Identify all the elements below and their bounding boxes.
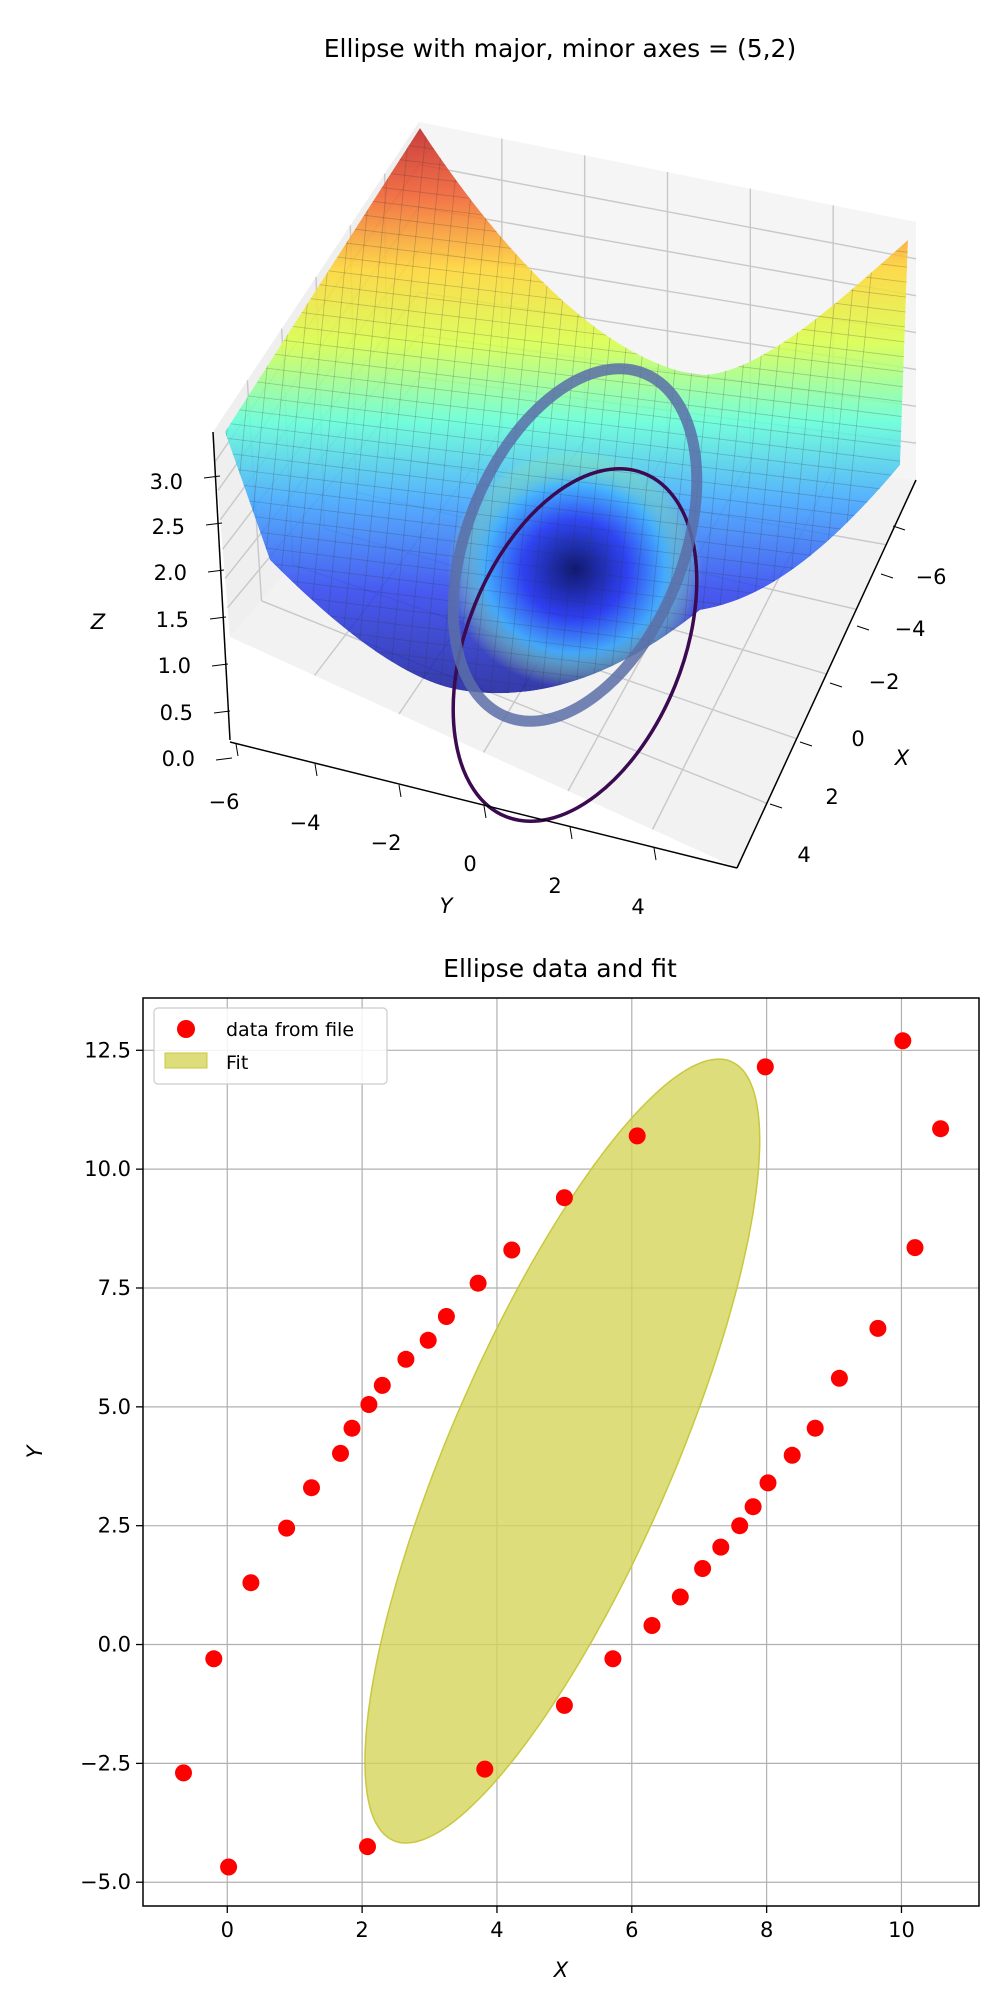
y-axis-label-3d: Y <box>440 894 455 918</box>
z-axis-label: Z <box>90 610 106 634</box>
y-tick-label: −2.5 <box>80 1751 131 1775</box>
data-point <box>744 1498 762 1516</box>
data-point <box>731 1517 749 1535</box>
y-axis-line <box>229 741 738 869</box>
x-tick-label-3d: 0 <box>851 727 864 751</box>
y-tick-label: −5.0 <box>80 1870 131 1894</box>
data-point <box>373 1376 391 1394</box>
data-point <box>242 1574 260 1592</box>
y-tick-label-3d: 4 <box>631 895 644 919</box>
data-point <box>360 1396 378 1413</box>
z-axis-line <box>212 431 231 741</box>
data-point <box>359 1838 376 1856</box>
data-point <box>220 1858 238 1876</box>
legend-marker-data <box>177 1020 195 1038</box>
z-ticks: 0.0 0.5 1.0 1.5 2.0 2.5 3.0 <box>150 470 233 771</box>
data-point <box>671 1588 689 1606</box>
x-tick-label: 8 <box>760 1918 773 1942</box>
x-tick-label-3d: −6 <box>916 565 947 589</box>
data-point <box>604 1650 622 1668</box>
x-tick-label: 0 <box>221 1918 234 1942</box>
x-tick-label-3d: 2 <box>825 785 838 809</box>
data-point <box>555 1189 573 1207</box>
x-tick-label: 6 <box>625 1918 638 1942</box>
x-tick-label-3d: −2 <box>869 670 900 694</box>
scatter-y-label: Y <box>23 1443 47 1458</box>
data-point <box>303 1479 320 1497</box>
data-point <box>437 1308 455 1325</box>
data-point <box>343 1419 361 1437</box>
x-tick-label: 2 <box>355 1918 368 1942</box>
surface-title: Ellipse with major, minor axes = (5,2) <box>324 34 796 63</box>
legend: data from file Fit <box>153 1007 388 1085</box>
data-point <box>932 1120 950 1138</box>
scatter-x-label: X <box>553 1958 569 1982</box>
y-ticks-3d: −6 −4 −2 0 2 4 <box>209 743 657 919</box>
data-point <box>476 1760 494 1778</box>
y-tick-label: 7.5 <box>98 1276 131 1300</box>
scatter-axes-frame <box>142 997 980 1907</box>
data-point <box>643 1617 661 1634</box>
data-point <box>469 1274 487 1292</box>
y-tick-label: 5.0 <box>98 1395 131 1419</box>
y-tick-label: 12.5 <box>84 1038 131 1062</box>
data-point <box>756 1058 774 1076</box>
data-point <box>906 1239 924 1257</box>
data-point <box>503 1241 521 1259</box>
data-point <box>869 1319 887 1337</box>
data-point <box>205 1650 223 1668</box>
data-point <box>806 1419 824 1437</box>
data-point <box>555 1696 573 1714</box>
legend-box <box>153 1007 388 1085</box>
legend-label-fit: Fit <box>226 1052 248 1074</box>
surface-plot: Ellipse with major, minor axes = (5,2) <box>90 34 947 919</box>
x-tick-label: 4 <box>490 1918 503 1942</box>
x-tick-label: 10 <box>888 1918 915 1942</box>
x-tick-label-3d: 4 <box>797 843 810 867</box>
data-point <box>830 1369 848 1387</box>
x-axis-label-3d: X <box>894 746 910 770</box>
z-tick-label: 1.5 <box>156 608 189 632</box>
scatter-ticks: 0 2 4 6 8 10 −5.0 −2.5 0.0 2.5 5.0 7.5 10.0 12.5 <box>80 1038 915 1942</box>
fit-layer <box>364 1058 761 1844</box>
data-point <box>628 1127 646 1145</box>
y-tick-label: 0.0 <box>98 1633 131 1657</box>
x-axis-line <box>736 479 917 869</box>
z-tick-label: 0.5 <box>160 701 193 725</box>
floor-ellipse-contour <box>451 467 699 823</box>
y-tick-label: 2.5 <box>98 1514 131 1538</box>
y-tick-label-3d: 0 <box>463 852 476 876</box>
data-point <box>694 1560 712 1577</box>
data-points <box>175 1032 950 1876</box>
data-point <box>759 1474 777 1492</box>
y-tick-label-3d: −2 <box>371 831 402 855</box>
scatter-plot: Ellipse data and fit 0 2 4 6 8 10 −5.0 −2.5 0.0 2… <box>23 954 980 1982</box>
legend-patch-fit <box>164 1052 208 1069</box>
data-point <box>712 1538 730 1556</box>
fit-ellipse <box>364 1058 761 1844</box>
z-tick-label: 0.0 <box>162 747 195 771</box>
y-tick-label: 10.0 <box>84 1157 131 1181</box>
x-tick-label-3d: −4 <box>895 617 926 641</box>
z-tick-label: 3.0 <box>150 470 183 494</box>
surface-ellipse-ring <box>447 363 703 727</box>
data-point <box>397 1350 415 1368</box>
y-tick-label-3d: −6 <box>209 790 240 814</box>
y-tick-label-3d: 2 <box>548 874 561 898</box>
data-point <box>175 1764 192 1782</box>
data-point <box>783 1446 801 1464</box>
y-tick-label-3d: −4 <box>290 811 321 835</box>
data-point <box>332 1444 349 1462</box>
data-point <box>278 1519 296 1537</box>
z-tick-label: 1.0 <box>158 654 191 678</box>
legend-label-data: data from file <box>226 1019 354 1041</box>
x-ticks-3d: −6 −4 −2 0 2 4 <box>769 525 947 867</box>
data-point <box>419 1331 437 1349</box>
scatter-title: Ellipse data and fit <box>443 954 677 983</box>
z-tick-label: 2.0 <box>154 561 187 585</box>
data-point <box>894 1032 912 1050</box>
z-tick-label: 2.5 <box>152 515 185 539</box>
